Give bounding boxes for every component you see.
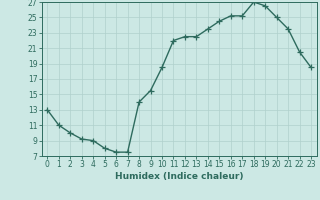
X-axis label: Humidex (Indice chaleur): Humidex (Indice chaleur) <box>115 172 244 181</box>
